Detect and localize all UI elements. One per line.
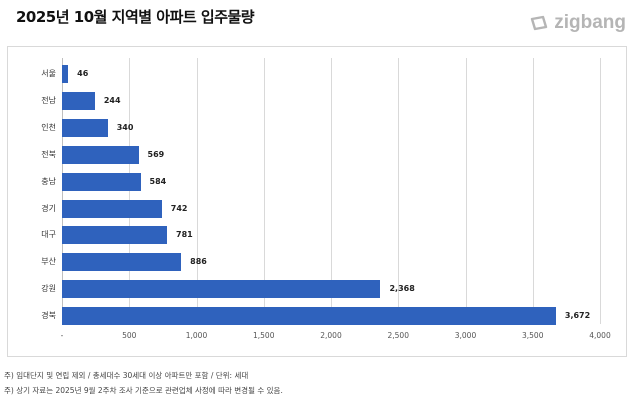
gridline xyxy=(129,58,131,324)
x-tick-label: - xyxy=(60,331,64,340)
x-tick-label: 1,000 xyxy=(185,331,208,340)
bar-value-label: 742 xyxy=(170,203,188,213)
gridline xyxy=(532,58,534,324)
gridline xyxy=(465,58,467,324)
category-label: 경기 xyxy=(41,203,56,213)
category-label: 충남 xyxy=(41,176,56,186)
bar-value-label: 569 xyxy=(147,149,165,159)
gridline xyxy=(196,58,198,324)
category-label: 전북 xyxy=(41,149,56,159)
brand-name: zigbang xyxy=(554,12,626,33)
bar-value-label: 244 xyxy=(103,95,121,105)
category-label: 전남 xyxy=(41,95,56,105)
bar xyxy=(62,118,108,137)
x-tick-label: 1,500 xyxy=(253,331,275,340)
brand-logo: zigbang xyxy=(529,12,626,34)
category-label: 경북 xyxy=(41,311,56,321)
chart-plot-area: 46 244 340 569 584 742 781 886 2,368 3,672 xyxy=(62,58,601,326)
chart-title: 2025년 10월 지역별 아파트 입주물량 xyxy=(16,8,255,26)
bar-value-label: 781 xyxy=(176,230,193,240)
category-label: 서울 xyxy=(41,69,56,78)
gridline xyxy=(600,58,601,324)
y-axis-line xyxy=(62,58,63,324)
chart-frame xyxy=(7,46,627,357)
x-tick-label: 4,000 xyxy=(589,331,611,340)
bar-value-label: 2,368 xyxy=(389,284,415,294)
category-label: 대구 xyxy=(41,230,56,240)
x-tick-label: 2,500 xyxy=(387,331,409,340)
x-tick-label: 3,000 xyxy=(454,331,477,340)
bar xyxy=(62,280,381,299)
bar-value-label: 584 xyxy=(149,176,167,186)
x-tick-label: 2,000 xyxy=(320,331,342,340)
bar-value-label: 886 xyxy=(190,257,207,267)
zigbang-logo-icon xyxy=(531,15,548,31)
footnote-2: 주) 상기 자료는 2025년 9월 2주차 조사 기준으로 관련업체 사정에 … xyxy=(4,386,283,395)
gridline xyxy=(263,58,265,324)
category-label: 인천 xyxy=(41,122,56,132)
bar xyxy=(62,199,162,218)
bar xyxy=(62,226,168,245)
x-tick-label: 3,500 xyxy=(522,331,544,340)
category-label: 강원 xyxy=(41,284,56,294)
gridline xyxy=(398,58,400,324)
bar xyxy=(62,307,556,326)
bar-value-label: 3,672 xyxy=(564,311,591,321)
bar-value-label: 46 xyxy=(77,69,89,78)
bar xyxy=(62,65,69,83)
gridline xyxy=(331,58,332,324)
bar xyxy=(62,253,182,272)
category-label: 부산 xyxy=(41,257,56,267)
bar-value-label: 340 xyxy=(116,122,134,132)
x-tick-label: 500 xyxy=(122,331,137,340)
bar xyxy=(62,91,95,110)
footnote-1: 주) 임대단지 및 연립 제외 / 총세대수 30세대 이상 아파트만 포함 /… xyxy=(4,371,249,380)
bar xyxy=(62,145,139,164)
bar xyxy=(62,172,141,191)
